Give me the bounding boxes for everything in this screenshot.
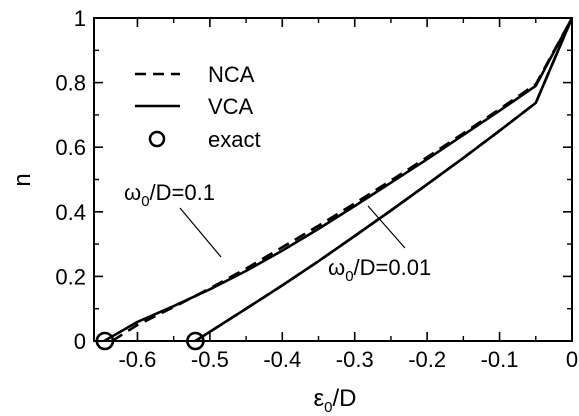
y-tick-label-4: 0.8	[55, 71, 86, 96]
x-tick-label-6: 0	[566, 347, 578, 372]
x-tick-label-0: -0.6	[118, 347, 156, 372]
x-tick-label-3: -0.3	[336, 347, 374, 372]
annotation-omega-01: ω0/D=0.1	[124, 180, 222, 258]
series-line-vca-1	[103, 17, 574, 343]
x-tick-label-5: -0.1	[481, 347, 519, 372]
annotation-omega-01-text: ω0/D=0.1	[124, 180, 215, 210]
annotation-omega-001-text: ω0/D=0.01	[328, 255, 431, 285]
y-tick-label-1: 0.2	[55, 264, 86, 289]
x-tick-label-4: -0.2	[408, 347, 446, 372]
legend-exact-marker	[148, 130, 166, 148]
legend-exact-label: exact	[208, 127, 261, 152]
annotation-omega-001: ω0/D=0.01	[328, 205, 431, 285]
exact-point-0	[95, 331, 115, 351]
exact-group	[95, 331, 205, 351]
exact-point-1	[186, 331, 205, 351]
legend-vca-label: VCA	[208, 94, 254, 119]
annotation-omega-001-pointer	[367, 205, 406, 249]
x-axis-title: ε0/D	[313, 385, 356, 416]
y-axis-title: n	[9, 173, 36, 186]
legend-nca-label: NCA	[208, 62, 255, 87]
x-tick-label-2: -0.4	[263, 347, 301, 372]
y-tick-label-3: 0.6	[55, 135, 86, 160]
series-group	[103, 17, 574, 343]
x-tick-label-1: -0.5	[191, 347, 229, 372]
y-tick-label-2: 0.4	[55, 200, 86, 225]
series-line-vca-3	[194, 17, 574, 343]
legend: NCA VCA exact	[135, 62, 261, 152]
y-tick-label-0: 0	[74, 329, 86, 354]
ticks: -0.6 -0.5 -0.4 -0.3 -0.2 -0.1 0 0 0.2 0.4 0.6 0.8 1	[55, 6, 578, 372]
y-tick-label-5: 1	[74, 6, 86, 31]
annotation-omega-01-pointer	[179, 207, 222, 258]
